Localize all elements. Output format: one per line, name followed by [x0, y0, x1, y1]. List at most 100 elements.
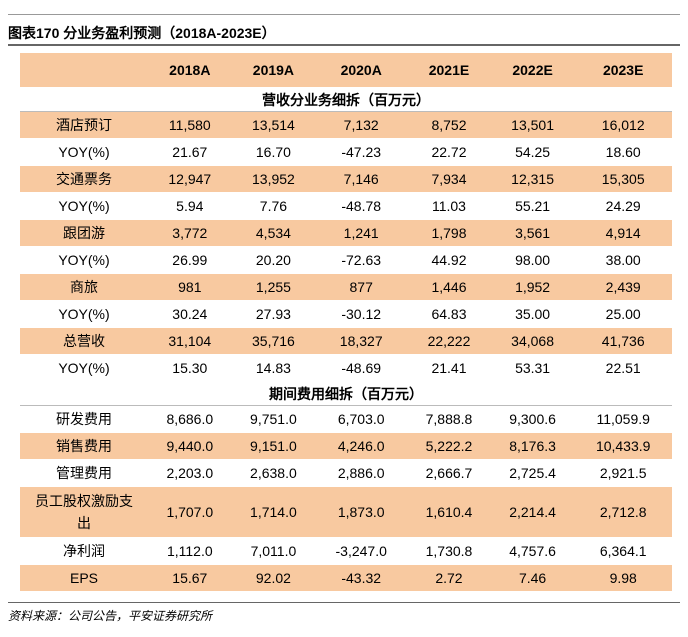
cell-value: 7.46: [490, 564, 575, 592]
row-label: 商旅: [20, 273, 148, 301]
cell-value: 30.24: [148, 300, 232, 328]
cell-value: 877: [315, 273, 408, 301]
cell-value: 21.67: [148, 138, 232, 166]
data-row: 销售费用 9,440.0 9,151.0 4,246.0 5,222.2 8,176.3 1…: [20, 432, 672, 460]
cell-value: 8,752: [407, 111, 491, 139]
cell-value: 44.92: [407, 246, 491, 274]
cell-value: 2,214.4: [490, 486, 575, 538]
row-label: YOY(%): [20, 138, 148, 166]
data-row: 研发费用 8,686.0 9,751.0 6,703.0 7,888.8 9,300.6 1…: [20, 405, 672, 433]
cell-value: 16,012: [574, 111, 672, 139]
cell-value: 2,439: [574, 273, 672, 301]
cell-value: 10,433.9: [574, 432, 672, 460]
source-note: 资料来源：公司公告，平安证券研究所: [8, 602, 680, 624]
forecast-table: 2018A 2019A 2020A 2021E 2022E 2023E 营收分业务细拆（百万…: [20, 53, 672, 592]
cell-value: 27.93: [231, 300, 316, 328]
data-row: 酒店预订 11,580 13,514 7,132 8,752 13,501 16,012: [20, 111, 672, 139]
cell-value: 2,666.7: [407, 459, 491, 487]
cell-value: 6,703.0: [315, 405, 408, 433]
cell-value: 34,068: [490, 327, 575, 355]
data-row: 员工股权激励支出 1,707.0 1,714.0 1,873.0 1,610.4 2,21…: [20, 486, 672, 538]
row-label: 管理费用: [20, 459, 148, 487]
row-label: 交通票务: [20, 165, 148, 193]
row-label: 销售费用: [20, 432, 148, 460]
cell-value: 92.02: [231, 564, 316, 592]
cell-value: 7,888.8: [407, 405, 491, 433]
section-row: 期间费用细拆（百万元）: [20, 381, 672, 406]
data-row: EPS 15.67 92.02 -43.32 2.72 7.46 9.98: [20, 564, 672, 592]
cell-value: 981: [148, 273, 232, 301]
data-row: YOY(%) 30.24 27.93 -30.12 64.83 35.00 25.00: [20, 300, 672, 328]
row-label: 净利润: [20, 537, 148, 565]
cell-value: 2.72: [407, 564, 491, 592]
cell-value: 18,327: [315, 327, 408, 355]
cell-value: 1,798: [407, 219, 491, 247]
section-title: 期间费用细拆（百万元）: [20, 381, 672, 406]
cell-value: 9,440.0: [148, 432, 232, 460]
cell-value: 1,112.0: [148, 537, 232, 565]
cell-value: -3,247.0: [315, 537, 408, 565]
cell-value: 4,914: [574, 219, 672, 247]
cell-value: -48.78: [315, 192, 408, 220]
cell-value: 1,255: [231, 273, 316, 301]
cell-value: 55.21: [490, 192, 575, 220]
cell-value: 1,446: [407, 273, 491, 301]
row-label: 研发费用: [20, 405, 148, 433]
row-label: YOY(%): [20, 246, 148, 274]
cell-value: 6,364.1: [574, 537, 672, 565]
column-header: 2023E: [574, 53, 672, 88]
cell-value: 41,736: [574, 327, 672, 355]
data-row: 交通票务 12,947 13,952 7,146 7,934 12,315 15,305: [20, 165, 672, 193]
column-header: 2019A: [231, 53, 316, 88]
column-header: 2021E: [407, 53, 491, 88]
cell-value: 98.00: [490, 246, 575, 274]
cell-value: 1,952: [490, 273, 575, 301]
column-header: 2022E: [490, 53, 575, 88]
section-title: 营收分业务细拆（百万元）: [20, 87, 672, 112]
cell-value: 12,947: [148, 165, 232, 193]
cell-value: 14.83: [231, 354, 316, 382]
cell-value: 24.29: [574, 192, 672, 220]
column-header: 2020A: [315, 53, 408, 88]
cell-value: 1,873.0: [315, 486, 408, 538]
cell-value: 2,638.0: [231, 459, 316, 487]
cell-value: 22.72: [407, 138, 491, 166]
cell-value: 35,716: [231, 327, 316, 355]
column-header: 2018A: [148, 53, 232, 88]
cell-value: 1,714.0: [231, 486, 316, 538]
cell-value: 20.20: [231, 246, 316, 274]
cell-value: 13,514: [231, 111, 316, 139]
cell-value: 1,241: [315, 219, 408, 247]
cell-value: 12,315: [490, 165, 575, 193]
data-row: YOY(%) 5.94 7.76 -48.78 11.03 55.21 24.29: [20, 192, 672, 220]
cell-value: -30.12: [315, 300, 408, 328]
cell-value: 16.70: [231, 138, 316, 166]
row-label: YOY(%): [20, 354, 148, 382]
cell-value: 9.98: [574, 564, 672, 592]
cell-value: -47.23: [315, 138, 408, 166]
cell-value: 4,246.0: [315, 432, 408, 460]
cell-value: 15,305: [574, 165, 672, 193]
cell-value: 53.31: [490, 354, 575, 382]
cell-value: 7.76: [231, 192, 316, 220]
cell-value: 2,712.8: [574, 486, 672, 538]
data-row: 净利润 1,112.0 7,011.0 -3,247.0 1,730.8 4,757.6 6…: [20, 537, 672, 565]
cell-value: 13,952: [231, 165, 316, 193]
cell-value: 15.67: [148, 564, 232, 592]
cell-value: 7,132: [315, 111, 408, 139]
cell-value: 5.94: [148, 192, 232, 220]
cell-value: 2,886.0: [315, 459, 408, 487]
cell-value: -48.69: [315, 354, 408, 382]
cell-value: 4,534: [231, 219, 316, 247]
cell-value: 26.99: [148, 246, 232, 274]
row-label: 员工股权激励支出: [20, 486, 148, 538]
row-label: 跟团游: [20, 219, 148, 247]
cell-value: 11,580: [148, 111, 232, 139]
cell-value: 11.03: [407, 192, 491, 220]
cell-value: 8,176.3: [490, 432, 575, 460]
corner-cell: [20, 53, 148, 88]
cell-value: -72.63: [315, 246, 408, 274]
data-row: 管理费用 2,203.0 2,638.0 2,886.0 2,666.7 2,725.4 2…: [20, 459, 672, 487]
cell-value: 22.51: [574, 354, 672, 382]
cell-value: 1,730.8: [407, 537, 491, 565]
